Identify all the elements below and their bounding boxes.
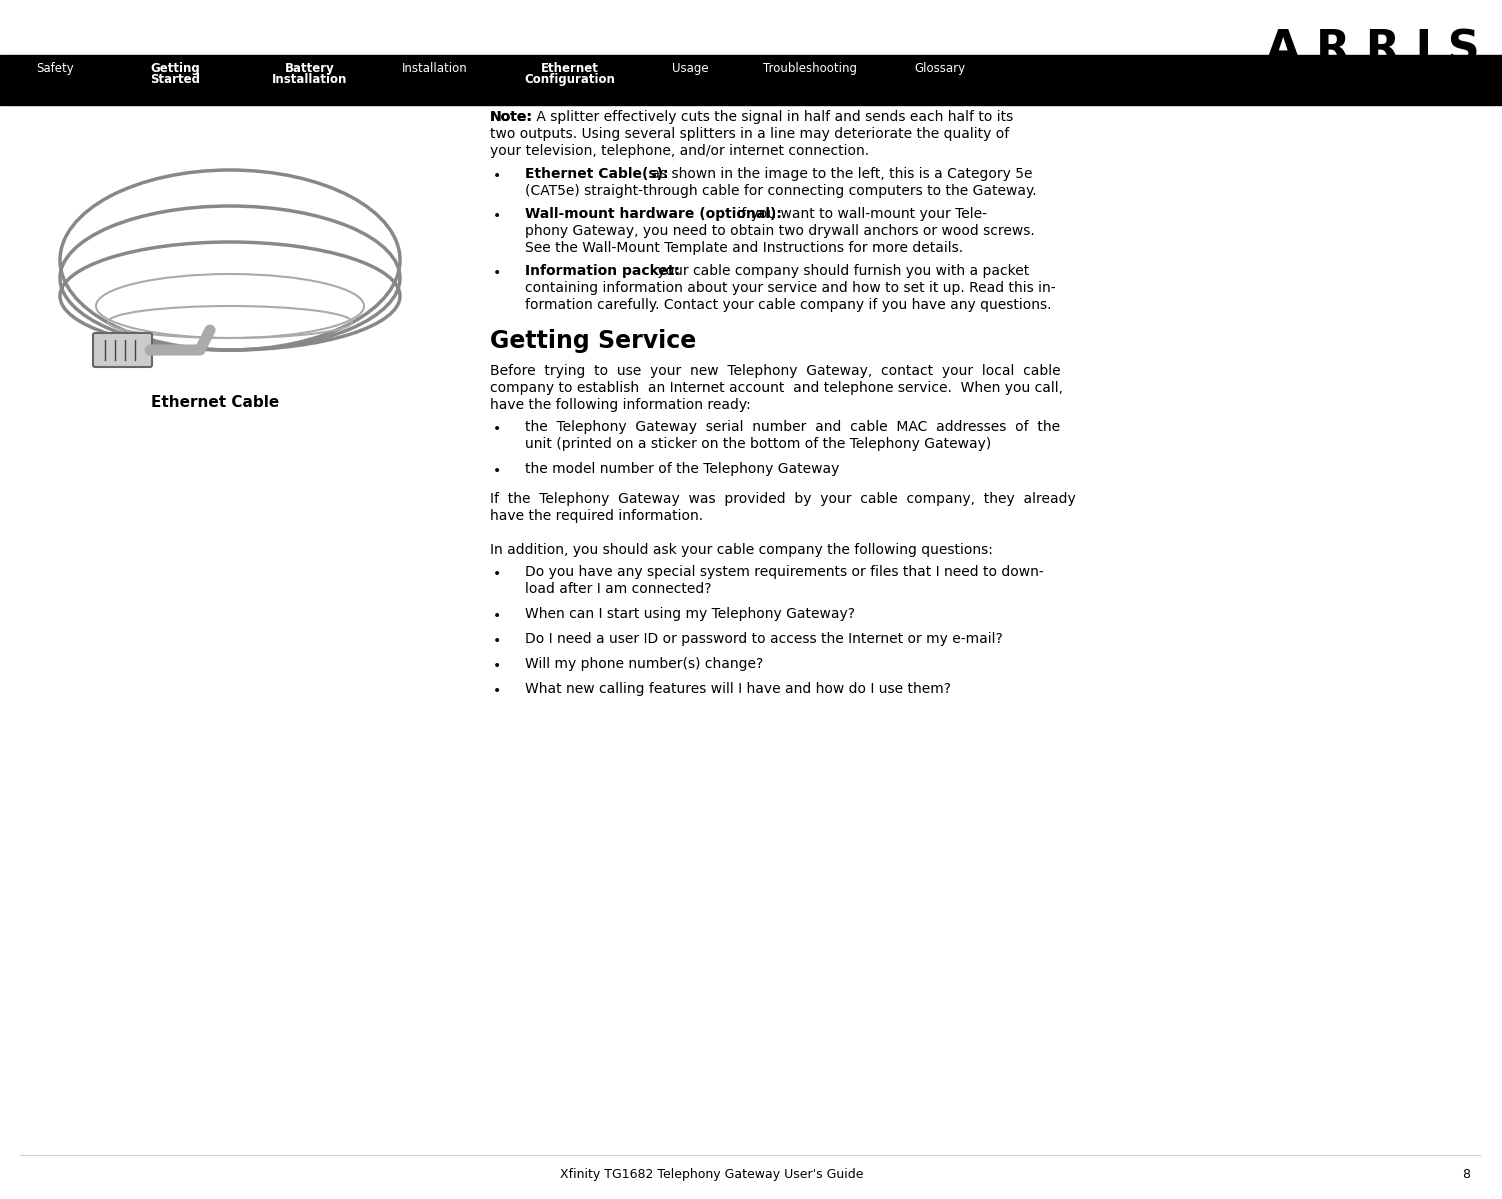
Text: containing information about your service and how to set it up. Read this in-: containing information about your servic… — [526, 281, 1056, 295]
Text: Ethernet Cable: Ethernet Cable — [150, 394, 279, 410]
Text: your cable company should furnish you with a packet: your cable company should furnish you wi… — [653, 264, 1029, 278]
Text: •: • — [493, 634, 502, 647]
Text: Usage: Usage — [671, 61, 709, 74]
Text: See the Wall-Mount Template and Instructions for more details.: See the Wall-Mount Template and Instruct… — [526, 241, 963, 255]
Text: Getting: Getting — [150, 62, 200, 76]
Text: Ethernet Cable(s):: Ethernet Cable(s): — [526, 167, 668, 181]
Text: Installation: Installation — [272, 73, 347, 86]
Text: 8: 8 — [1461, 1168, 1470, 1181]
Text: Note:: Note: — [490, 110, 533, 123]
Text: If  the  Telephony  Gateway  was  provided  by  your  cable  company,  they  alr: If the Telephony Gateway was provided by… — [490, 492, 1075, 506]
Text: Started: Started — [150, 73, 200, 86]
Text: Before  trying  to  use  your  new  Telephony  Gateway,  contact  your  local  c: Before trying to use your new Telephony … — [490, 364, 1060, 378]
Text: What new calling features will I have and how do I use them?: What new calling features will I have an… — [526, 682, 951, 695]
Text: unit (printed on a sticker on the bottom of the Telephony Gateway): unit (printed on a sticker on the bottom… — [526, 436, 991, 451]
Text: Wall-mount hardware (optional):: Wall-mount hardware (optional): — [526, 207, 783, 221]
Text: company to establish  an Internet account  and telephone service.  When you call: company to establish an Internet account… — [490, 381, 1063, 394]
Text: •: • — [493, 609, 502, 623]
Text: Troubleshooting: Troubleshooting — [763, 61, 858, 74]
Text: •: • — [493, 169, 502, 183]
Text: Ethernet: Ethernet — [541, 62, 599, 76]
Text: the  Telephony  Gateway  serial  number  and  cable  MAC  addresses  of  the: the Telephony Gateway serial number and … — [526, 420, 1060, 434]
Text: the model number of the Telephony Gateway: the model number of the Telephony Gatewa… — [526, 462, 840, 476]
Text: Do you have any special system requirements or files that I need to down-: Do you have any special system requireme… — [526, 565, 1044, 579]
Text: have the following information ready:: have the following information ready: — [490, 398, 751, 412]
Text: have the required information.: have the required information. — [490, 510, 703, 523]
Text: two outputs. Using several splitters in a line may deteriorate the quality of: two outputs. Using several splitters in … — [490, 127, 1009, 141]
Text: formation carefully. Contact your cable company if you have any questions.: formation carefully. Contact your cable … — [526, 299, 1051, 312]
Text: if you want to wall-mount your Tele-: if you want to wall-mount your Tele- — [733, 207, 987, 221]
Text: Note:: Note: — [490, 110, 533, 123]
Text: In addition, you should ask your cable company the following questions:: In addition, you should ask your cable c… — [490, 543, 993, 558]
Text: Will my phone number(s) change?: Will my phone number(s) change? — [526, 657, 763, 671]
Text: •: • — [493, 422, 502, 436]
Text: (CAT5e) straight-through cable for connecting computers to the Gateway.: (CAT5e) straight-through cable for conne… — [526, 183, 1036, 198]
Text: •: • — [493, 209, 502, 223]
Text: Xfinity TG1682 Telephony Gateway User's Guide: Xfinity TG1682 Telephony Gateway User's … — [560, 1168, 864, 1181]
Text: Configuration: Configuration — [524, 73, 616, 86]
Text: •: • — [493, 266, 502, 281]
Text: •: • — [493, 464, 502, 478]
Text: Safety: Safety — [36, 61, 74, 74]
Text: •: • — [493, 659, 502, 673]
Text: Glossary: Glossary — [915, 61, 966, 74]
Text: When can I start using my Telephony Gateway?: When can I start using my Telephony Gate… — [526, 607, 855, 621]
Text: A splitter effectively cuts the signal in half and sends each half to its: A splitter effectively cuts the signal i… — [532, 110, 1014, 123]
Text: •: • — [493, 683, 502, 698]
Text: Do I need a user ID or password to access the Internet or my e-mail?: Do I need a user ID or password to acces… — [526, 632, 1003, 646]
Text: phony Gateway, you need to obtain two drywall anchors or wood screws.: phony Gateway, you need to obtain two dr… — [526, 224, 1035, 237]
Text: Battery: Battery — [285, 62, 335, 76]
Text: load after I am connected?: load after I am connected? — [526, 582, 712, 596]
Text: your television, telephone, and/or internet connection.: your television, telephone, and/or inter… — [490, 144, 870, 158]
Text: •: • — [493, 567, 502, 582]
Text: A R R I S: A R R I S — [1266, 28, 1479, 71]
Text: Information packet:: Information packet: — [526, 264, 680, 278]
Bar — [0, 55, 1502, 106]
Text: Installation: Installation — [403, 61, 469, 74]
FancyBboxPatch shape — [93, 333, 152, 367]
Text: Getting Service: Getting Service — [490, 329, 697, 353]
Text: as shown in the image to the left, this is a Category 5e: as shown in the image to the left, this … — [647, 167, 1032, 181]
